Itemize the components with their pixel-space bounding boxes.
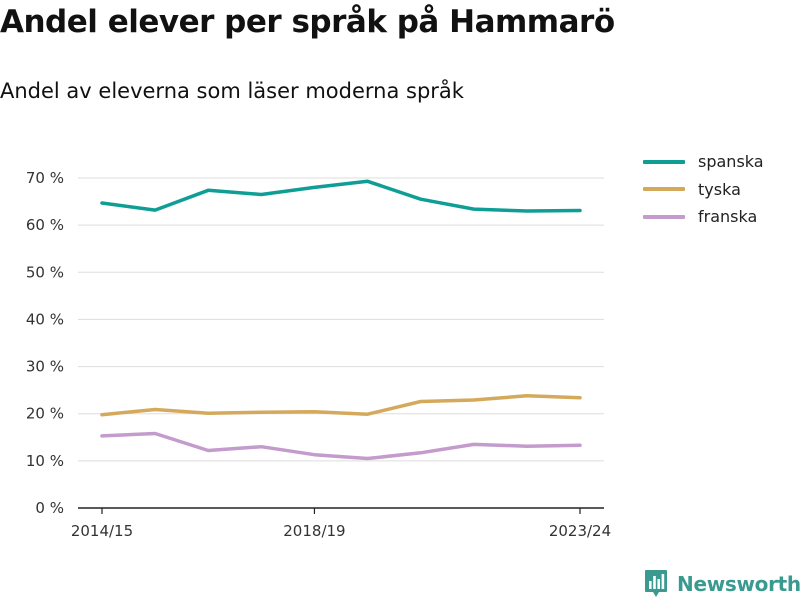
chart-subtitle: Andel av eleverna som läser moderna språ… <box>0 79 464 103</box>
y-tick-label: 20 % <box>26 405 64 423</box>
legend-swatch-spanska <box>643 159 685 164</box>
y-tick-label: 60 % <box>26 216 64 234</box>
series-line-franska[interactable] <box>100 431 582 461</box>
y-tick-label: 40 % <box>26 310 64 328</box>
legend-item-tyska[interactable]: tyska <box>643 176 764 204</box>
x-tick-label: 2023/24 <box>549 522 611 540</box>
y-tick-label: 70 % <box>26 169 64 187</box>
legend-swatch-tyska <box>643 187 685 192</box>
y-tick-label: 0 % <box>35 499 64 517</box>
y-tick-label: 30 % <box>26 358 64 376</box>
x-tick-label: 2014/15 <box>71 522 133 540</box>
series-line-tyska[interactable] <box>100 394 582 417</box>
brand-logo[interactable]: Newsworthy <box>644 569 800 599</box>
x-tick-label: 2018/19 <box>283 522 345 540</box>
chart-legend: spanska tyska franska <box>643 148 764 231</box>
legend-item-franska[interactable]: franska <box>643 203 764 231</box>
chart-title: Andel elever per språk på Hammarö <box>0 4 615 40</box>
legend-label-tyska: tyska <box>698 179 741 199</box>
newsworthy-logo-icon <box>645 570 667 597</box>
series-line-spanska[interactable] <box>100 179 582 213</box>
y-tick-label: 50 % <box>26 263 64 281</box>
brand-name: Newsworthy <box>677 572 800 596</box>
legend-swatch-franska <box>643 214 685 219</box>
legend-label-spanska: spanska <box>698 152 764 172</box>
legend-label-franska: franska <box>698 207 758 227</box>
y-tick-label: 10 % <box>26 452 64 470</box>
legend-item-spanska[interactable]: spanska <box>643 148 764 176</box>
